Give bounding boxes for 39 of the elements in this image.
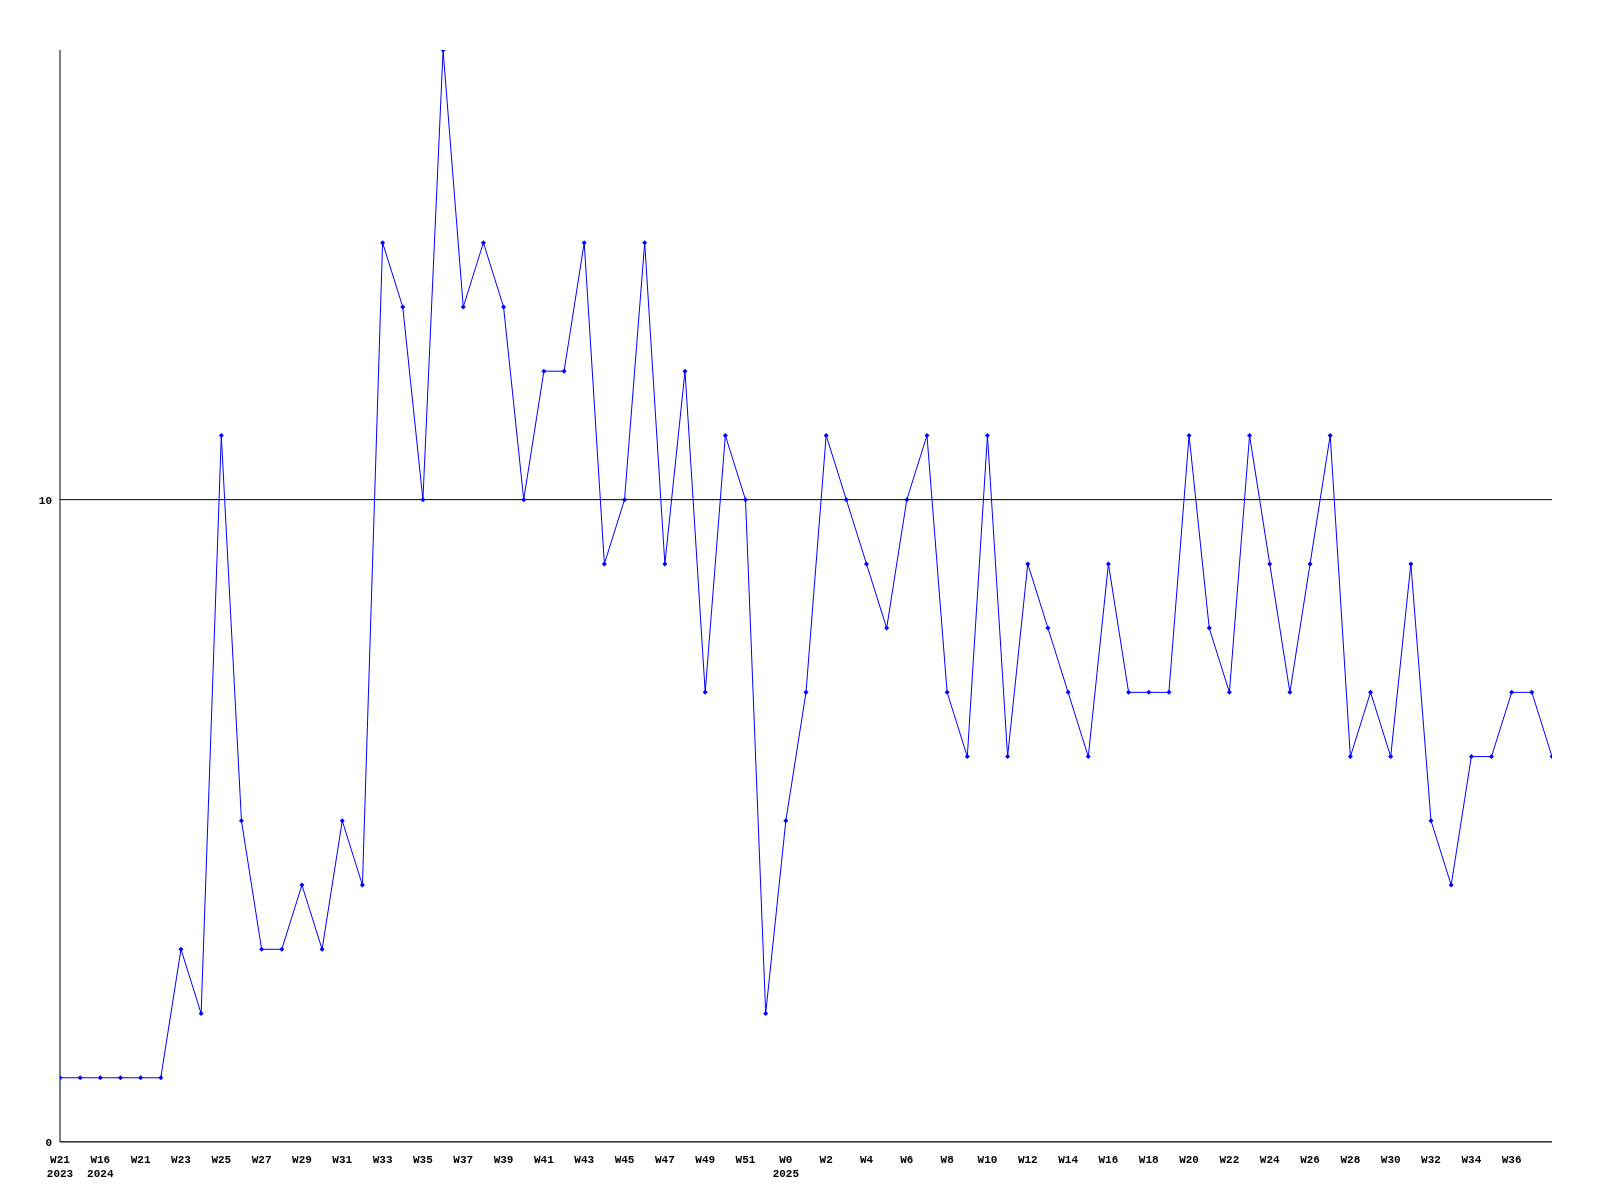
x-tick-label: W35 [413,1153,434,1166]
x-tick-label: W37 [453,1153,474,1166]
x-tick-label: W26 [1300,1153,1320,1166]
x-tick-label: W45 [614,1153,635,1166]
x-tick-label: W6 [900,1153,914,1166]
x-tick-label: W47 [654,1153,675,1166]
x-tick-label: W20 [1179,1153,1199,1166]
x-tick-label: W4 [859,1153,874,1166]
y-tick-label: 0 [45,1136,52,1149]
x-tick-label: W21 [130,1153,151,1166]
y-tick-label: 10 [38,494,52,507]
x-tick-label: W32 [1421,1153,1441,1166]
x-tick-label: W14 [1058,1153,1079,1166]
x-tick-label: W16 2024 [87,1153,114,1181]
x-tick-label: W43 [574,1153,595,1166]
x-tick-label: W21 2023 [46,1153,74,1181]
x-tick-label: W31 [332,1153,353,1166]
x-tick-label: W39 [493,1153,514,1166]
x-tick-label: W23 [171,1153,192,1166]
x-tick-label: W36 [1501,1153,1522,1166]
x-tick-label: W16 [1098,1153,1119,1166]
x-tick-label: W12 [1017,1153,1038,1166]
x-tick-label: W25 [211,1153,232,1166]
x-tick-label: W8 [940,1153,955,1166]
x-tick-label: W41 [533,1153,555,1166]
x-tick-label: W2 [819,1153,833,1166]
x-tick-label: W18 [1138,1153,1160,1166]
x-tick-label: W33 [372,1153,393,1166]
x-tick-label: W51 [735,1153,756,1166]
x-tick-label: W27 [251,1153,272,1166]
x-tick-label: W28 [1340,1153,1361,1166]
x-tick-label: W34 [1461,1153,1482,1166]
x-tick-label: W10 [977,1153,998,1166]
x-tick-label: W0 2025 [772,1153,800,1181]
x-tick-label: W49 [695,1153,716,1166]
x-tick-label: W22 [1219,1153,1240,1166]
x-tick-label: W24 [1259,1153,1281,1166]
x-tick-label: W30 [1380,1153,1401,1166]
x-tick-label: W29 [292,1153,312,1166]
